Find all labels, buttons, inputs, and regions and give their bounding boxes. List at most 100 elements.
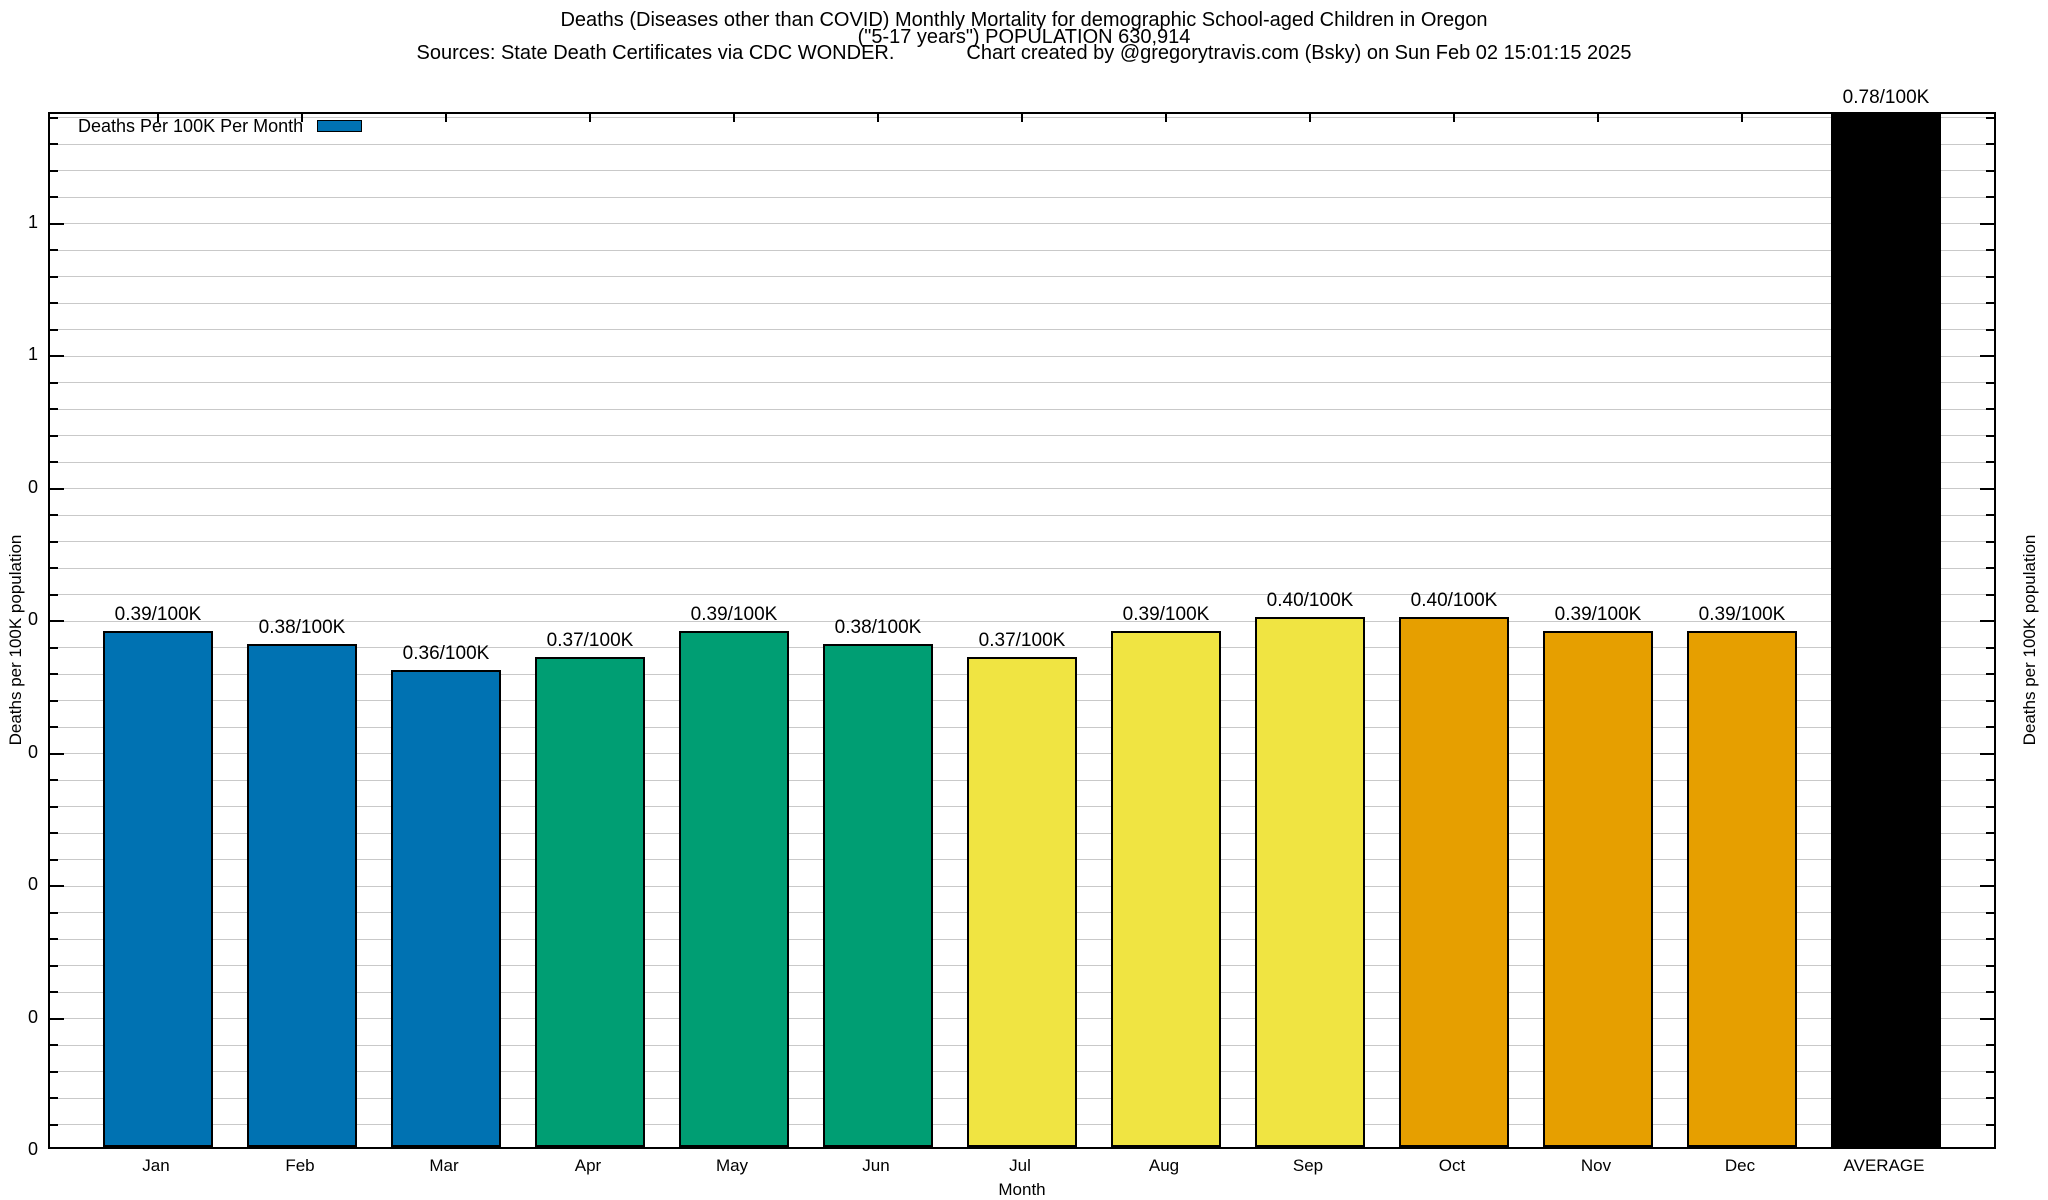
y-minor-tick [50, 805, 58, 808]
x-tick [1453, 114, 1455, 122]
y-minor-tick [1986, 805, 1994, 808]
gridline [50, 382, 1994, 384]
y-minor-tick [50, 143, 58, 146]
x-tick-label-dec: Dec [1724, 1156, 1756, 1175]
y-major-tick [1980, 487, 1994, 490]
y-major-tick [1980, 222, 1994, 225]
y-minor-tick [50, 964, 58, 967]
bar-mar [391, 670, 501, 1147]
y-minor-tick [50, 593, 58, 596]
bar-jan [103, 630, 213, 1147]
y-major-tick [1980, 1017, 1994, 1020]
x-tick [301, 114, 303, 122]
bar-average [1831, 113, 1941, 1147]
bar-value-label-nov: 0.39/100K [1554, 603, 1642, 625]
y-minor-tick [1986, 699, 1994, 702]
y-minor-tick [50, 832, 58, 835]
y-minor-tick [1986, 964, 1994, 967]
x-tick [1165, 114, 1167, 122]
y-minor-tick [50, 434, 58, 437]
x-tick [1597, 114, 1599, 122]
y-tick-label: 0 [27, 609, 38, 630]
y-tick-label: 1 [27, 211, 38, 232]
chart-title-line1: Deaths (Diseases other than COVID) Month… [560, 9, 1488, 31]
x-tick [1741, 114, 1743, 122]
gridline [50, 302, 1994, 304]
bar-value-label-oct: 0.40/100K [1410, 590, 1498, 612]
x-tick [877, 114, 879, 122]
chart-credit-text: Chart created by @gregorytravis.com (Bsk… [966, 42, 1632, 64]
gridline [50, 170, 1994, 172]
bar-value-label-feb: 0.38/100K [258, 616, 346, 638]
y-minor-tick [50, 567, 58, 570]
bar-value-label-jul: 0.37/100K [978, 629, 1066, 651]
legend: Deaths Per 100K Per Month [78, 117, 363, 135]
y-minor-tick [50, 169, 58, 172]
y-major-tick [1980, 620, 1994, 623]
y-minor-tick [1986, 196, 1994, 199]
y-major-tick [50, 487, 64, 490]
y-minor-tick [1986, 328, 1994, 331]
bar-value-label-average: 0.78/100K [1842, 86, 1930, 108]
gridline [50, 514, 1994, 516]
y-tick-label: 0 [27, 874, 38, 895]
x-tick-label-oct: Oct [1438, 1156, 1466, 1175]
y-minor-tick [50, 699, 58, 702]
y-minor-tick [1986, 858, 1994, 861]
y-minor-tick [50, 275, 58, 278]
chart-title-line2: ("5-17 years") POPULATION 630,914 [857, 26, 1191, 48]
gridline [50, 355, 1994, 357]
x-tick [733, 114, 735, 122]
x-tick-label-may: May [715, 1156, 749, 1175]
bar-apr [535, 656, 645, 1147]
bar-value-label-jun: 0.38/100K [834, 616, 922, 638]
bar-value-label-mar: 0.36/100K [402, 643, 490, 665]
y-major-tick [50, 222, 64, 225]
bar-aug [1111, 630, 1221, 1147]
y-minor-tick [1986, 302, 1994, 305]
gridline [50, 488, 1994, 490]
y-minor-tick [50, 779, 58, 782]
x-axis-title: Month [998, 1180, 1046, 1199]
x-tick [1021, 114, 1023, 122]
y-minor-tick [1986, 381, 1994, 384]
x-tick-label-sep: Sep [1292, 1156, 1324, 1175]
x-tick [589, 114, 591, 122]
y-minor-tick [1986, 726, 1994, 729]
y-major-tick [50, 620, 64, 623]
gridline [50, 435, 1994, 437]
gridline [50, 620, 1994, 622]
y-axis-title-left: Deaths per 100K population [6, 534, 25, 746]
y-minor-tick [50, 938, 58, 941]
y-minor-tick [1986, 540, 1994, 543]
y-minor-tick [50, 540, 58, 543]
x-tick-label-feb: Feb [285, 1156, 315, 1175]
bar-value-label-may: 0.39/100K [690, 603, 778, 625]
y-minor-tick [1986, 1070, 1994, 1073]
y-minor-tick [1986, 275, 1994, 278]
y-minor-tick [50, 646, 58, 649]
y-tick-label: 0 [27, 741, 38, 762]
x-tick-label-mar: Mar [429, 1156, 459, 1175]
x-tick [1309, 114, 1311, 122]
bar-value-label-apr: 0.37/100K [546, 629, 634, 651]
bar-nov [1543, 630, 1653, 1147]
y-major-tick [50, 752, 64, 755]
x-tick-label-jan: Jan [142, 1156, 170, 1175]
gridline [50, 143, 1994, 145]
y-minor-tick [50, 991, 58, 994]
x-tick-label-jul: Jul [1009, 1156, 1031, 1175]
y-major-tick [1980, 885, 1994, 888]
bar-value-label-dec: 0.39/100K [1698, 603, 1786, 625]
gridline [50, 223, 1994, 225]
y-tick-label: 0 [27, 1006, 38, 1027]
gridline [50, 249, 1994, 251]
x-tick-label-average: AVERAGE [1843, 1156, 1925, 1175]
y-minor-tick [1986, 991, 1994, 994]
gridline [50, 541, 1994, 543]
gridline [50, 567, 1994, 569]
bar-oct [1399, 617, 1509, 1147]
gridline [50, 329, 1994, 331]
chart-sources-text: Sources: State Death Certificates via CD… [416, 42, 895, 64]
bar-dec [1687, 630, 1797, 1147]
